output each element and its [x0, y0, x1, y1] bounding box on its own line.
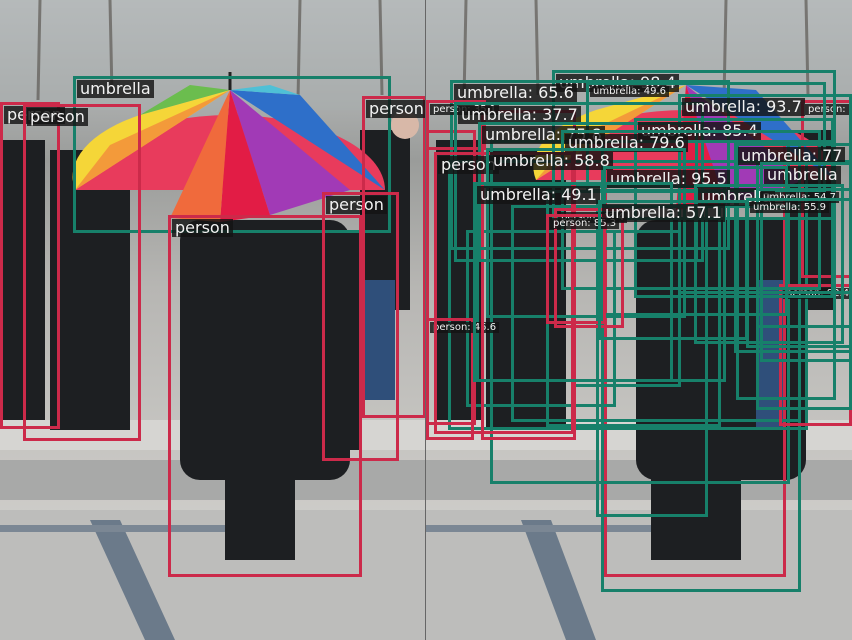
detection-box: umbrella: 58.8 — [486, 148, 686, 318]
detection-box — [736, 140, 836, 400]
detection-box: person: 49.4 — [554, 208, 628, 328]
detection-label: person — [172, 219, 233, 237]
detection-box: umbrella: 55.9 — [746, 198, 852, 348]
detection-box: person: 85.3 — [546, 214, 620, 324]
right-panel: person: 45.6 person: 92.4 person: 83 umb… — [426, 0, 852, 640]
detection-label: umbrella: 49.1 — [477, 186, 600, 204]
detection-label: umbrella: 37.7 — [458, 106, 581, 124]
detection-box: umbrella: 57.1 — [598, 200, 748, 340]
detection-box: person — [362, 96, 426, 418]
detection-box: umbrella: 49.1 — [473, 182, 673, 382]
detection-label: person — [27, 108, 88, 126]
detection-box: person — [322, 192, 399, 461]
detection-label: person — [366, 100, 426, 118]
detection-label: umbrella: 79.6 — [565, 134, 688, 152]
detection-label: umbrella: 54.7 — [760, 192, 839, 203]
detection-box: person — [168, 215, 362, 577]
detection-label: person — [326, 196, 387, 214]
detection-box: umbrella: 77 — [734, 143, 852, 353]
detection-label: umbrella: 55.9 — [750, 202, 829, 213]
detection-box: person — [23, 104, 141, 441]
detection-label: umbrella: 49.6 — [590, 86, 669, 97]
detection-label: umbrella — [764, 166, 841, 184]
detection-label: person: 83 — [805, 104, 852, 115]
detection-box: person — [434, 152, 574, 434]
detection-label: person: 85.3 — [550, 218, 620, 229]
detection-label: umbrella: 57.1 — [602, 204, 725, 222]
left-panel: umbrella person person person person per… — [0, 0, 426, 640]
detection-label: umbrella: 58.8 — [490, 152, 613, 170]
detection-label: umbrella: 93.7 — [682, 98, 805, 116]
detection-label: umbrella — [77, 80, 154, 98]
detection-label: person — [438, 156, 499, 174]
detection-label: umbrella: 65.6 — [454, 84, 577, 102]
detection-label: person: 45.6 — [430, 322, 500, 333]
detection-label: umbrella: 77 — [738, 147, 846, 165]
detection-label: person: 49.4 — [558, 212, 628, 223]
detection-box: umbrella — [73, 76, 391, 233]
